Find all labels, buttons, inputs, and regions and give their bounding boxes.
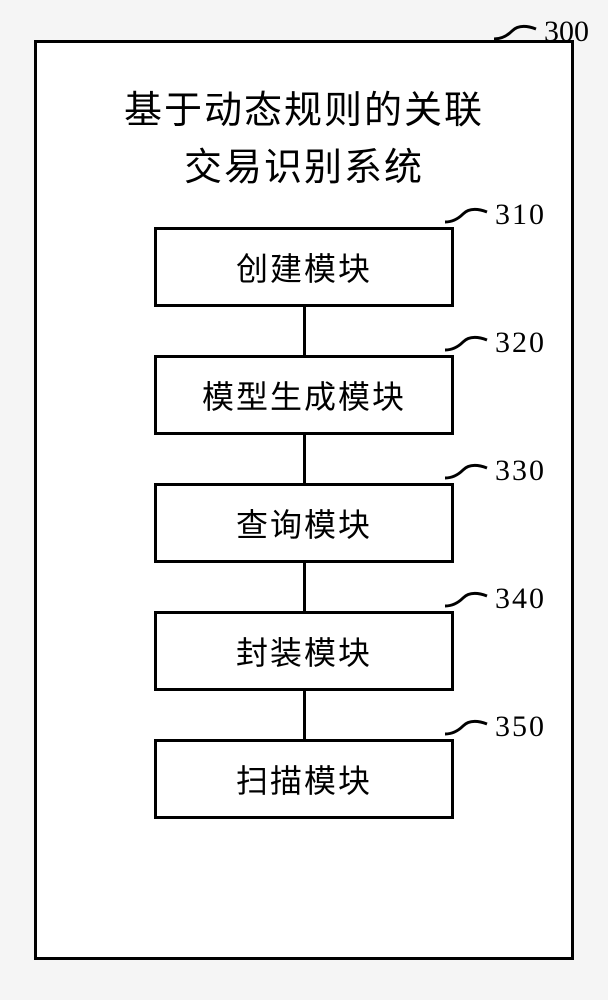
module-reference-label: 320 [443,326,546,360]
diagram-container: 300 基于动态规则的关联 交易识别系统 310 创建模块 320 模型生成模块 [34,40,574,960]
module-box-model-gen: 320 模型生成模块 [154,355,454,435]
leader-line-icon [443,588,489,610]
module-reference-label: 330 [443,454,546,488]
leader-line-icon [443,204,489,226]
module-label: 查询模块 [236,500,372,546]
ref-number: 320 [495,326,546,360]
module-box-create: 310 创建模块 [154,227,454,307]
module-label: 扫描模块 [236,756,372,802]
leader-line-icon [443,716,489,738]
leader-line-icon [443,332,489,354]
connector-line [303,307,306,355]
connector-line [303,691,306,739]
leader-line-icon [492,21,538,43]
module-reference-label: 350 [443,710,546,744]
module-label: 模型生成模块 [202,372,406,418]
module-label: 封装模块 [236,628,372,674]
ref-number: 310 [495,198,546,232]
outer-reference-label: 300 [492,15,589,49]
ref-number: 330 [495,454,546,488]
ref-number: 340 [495,582,546,616]
module-flow: 310 创建模块 320 模型生成模块 330 查询模块 [154,227,454,819]
title-line-1: 基于动态规则的关联 [124,90,484,132]
title-line-2: 交易识别系统 [184,147,424,189]
connector-line [303,435,306,483]
ref-number: 350 [495,710,546,744]
module-reference-label: 310 [443,198,546,232]
connector-line [303,563,306,611]
diagram-title: 基于动态规则的关联 交易识别系统 [124,83,484,197]
module-reference-label: 340 [443,582,546,616]
module-box-scan: 350 扫描模块 [154,739,454,819]
module-label: 创建模块 [236,244,372,290]
ref-number: 300 [544,15,589,49]
module-box-package: 340 封装模块 [154,611,454,691]
module-box-query: 330 查询模块 [154,483,454,563]
leader-line-icon [443,460,489,482]
